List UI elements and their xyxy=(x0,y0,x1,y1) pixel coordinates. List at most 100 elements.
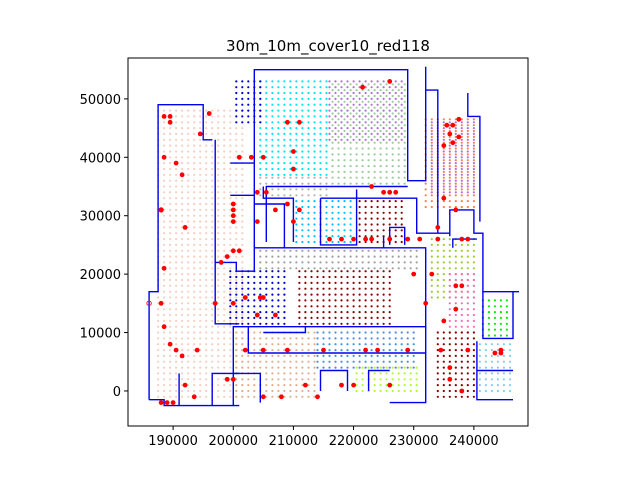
grid-point xyxy=(343,229,346,232)
grid-point xyxy=(448,331,451,334)
grid-point xyxy=(331,94,334,98)
grid-point xyxy=(295,343,298,346)
grid-point xyxy=(295,229,298,232)
grid-point xyxy=(205,313,208,317)
highlight-point xyxy=(291,166,296,172)
grid-point xyxy=(259,91,262,95)
grid-point xyxy=(448,182,451,185)
grid-point xyxy=(289,156,292,159)
grid-point xyxy=(304,322,307,325)
grid-point xyxy=(358,217,361,220)
grid-point xyxy=(322,331,325,334)
grid-point xyxy=(223,202,226,206)
grid-point xyxy=(397,384,400,387)
grid-point xyxy=(187,238,190,241)
grid-point xyxy=(394,360,397,363)
grid-point xyxy=(307,337,310,340)
grid-point xyxy=(361,106,364,109)
grid-point xyxy=(187,121,190,124)
grid-point xyxy=(448,325,451,328)
grid-point xyxy=(430,162,433,165)
highlight-point xyxy=(191,394,197,400)
grid-point xyxy=(259,343,262,346)
grid-point xyxy=(490,384,493,387)
grid-point xyxy=(307,261,310,264)
grid-point xyxy=(340,103,343,106)
grid-point xyxy=(376,235,379,238)
grid-point xyxy=(265,395,268,398)
grid-point xyxy=(307,217,310,220)
grid-point xyxy=(460,261,463,264)
grid-point xyxy=(283,132,286,135)
grid-point xyxy=(181,278,184,282)
grid-point xyxy=(370,97,373,100)
grid-point xyxy=(448,167,451,171)
grid-point xyxy=(361,182,364,185)
grid-point xyxy=(211,173,214,176)
grid-point xyxy=(181,132,184,135)
grid-point xyxy=(313,389,316,393)
grid-point xyxy=(157,354,160,357)
grid-point xyxy=(448,138,451,141)
grid-point xyxy=(313,267,316,270)
grid-point xyxy=(247,366,250,369)
grid-point xyxy=(175,238,178,241)
grid-point xyxy=(352,281,355,284)
grid-point xyxy=(400,132,403,135)
grid-point xyxy=(181,185,184,188)
grid-point xyxy=(337,235,340,238)
grid-point xyxy=(394,91,397,95)
grid-point xyxy=(331,182,334,185)
grid-point xyxy=(379,170,382,173)
grid-point xyxy=(370,211,373,214)
highlight-point xyxy=(260,394,266,400)
grid-point xyxy=(271,127,274,130)
grid-point xyxy=(295,372,298,375)
grid-point xyxy=(358,91,361,95)
grid-point xyxy=(472,384,475,387)
grid-point xyxy=(334,132,337,135)
grid-point xyxy=(265,97,268,100)
grid-point xyxy=(325,255,328,258)
grid-point xyxy=(442,135,445,138)
grid-point xyxy=(325,80,328,83)
grid-point xyxy=(472,162,475,165)
grid-point xyxy=(223,156,226,159)
grid-point xyxy=(400,103,403,106)
grid-point xyxy=(259,162,262,165)
grid-point xyxy=(349,267,352,270)
highlight-point xyxy=(182,382,188,388)
grid-point xyxy=(448,296,451,299)
grid-point xyxy=(352,337,355,340)
highlight-point xyxy=(242,347,248,353)
grid-point xyxy=(223,354,226,357)
grid-point xyxy=(370,311,373,314)
grid-point xyxy=(277,267,280,270)
grid-point xyxy=(175,226,178,229)
grid-point xyxy=(295,249,298,252)
grid-point xyxy=(193,162,196,165)
grid-point xyxy=(349,223,352,226)
grid-point xyxy=(304,270,307,273)
grid-point xyxy=(205,156,208,159)
grid-point xyxy=(436,255,439,258)
grid-point xyxy=(295,162,298,165)
grid-point xyxy=(211,127,214,130)
grid-point xyxy=(367,106,370,109)
grid-point xyxy=(460,278,463,282)
grid-point xyxy=(241,275,244,279)
grid-point xyxy=(367,147,370,150)
grid-point xyxy=(181,267,184,270)
highlight-point xyxy=(393,189,399,195)
grid-point xyxy=(337,182,340,185)
grid-point xyxy=(352,311,355,314)
grid-point xyxy=(277,287,280,290)
grid-point xyxy=(259,182,262,185)
grid-point xyxy=(442,176,445,179)
grid-point xyxy=(373,147,376,150)
grid-point xyxy=(313,132,316,135)
grid-point xyxy=(394,240,397,244)
grid-point xyxy=(442,141,445,144)
grid-point xyxy=(199,290,202,293)
wall-line xyxy=(367,369,390,391)
